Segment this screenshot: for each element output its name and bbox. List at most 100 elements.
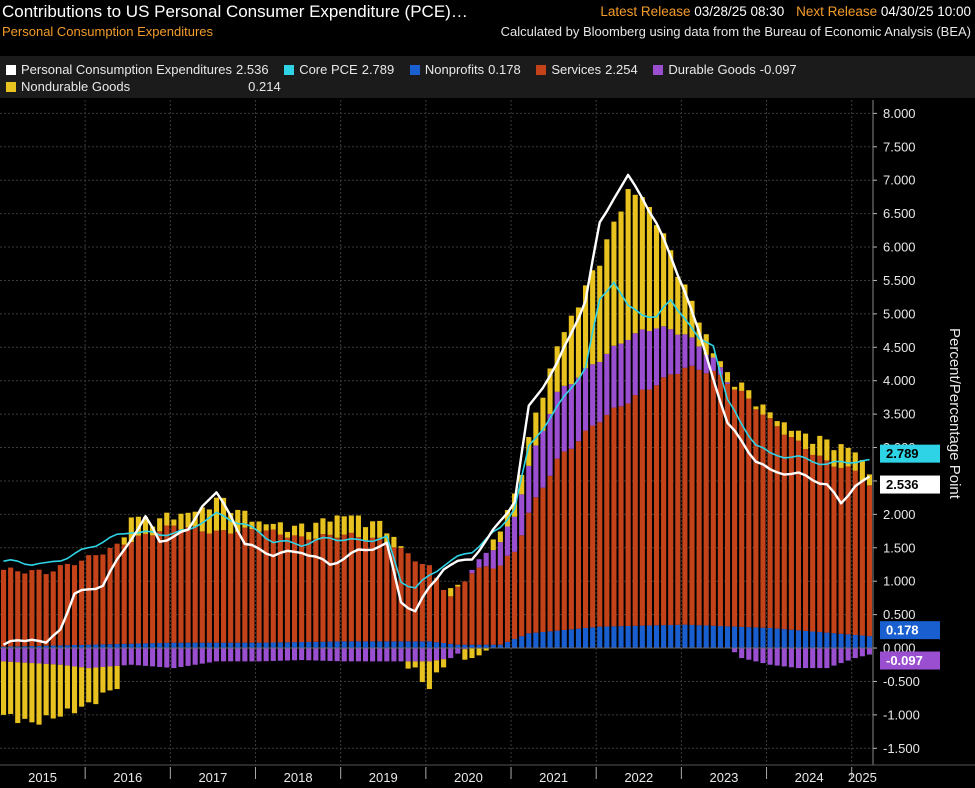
bar-nonprofits	[582, 627, 589, 649]
legend-item-pce[interactable]: Personal Consumption Expenditures 2.536	[6, 62, 269, 77]
bar-services	[100, 554, 106, 645]
bar-durable	[157, 648, 163, 667]
bar-nonprofits	[774, 628, 780, 649]
bar-services	[852, 470, 858, 635]
bar-durable	[128, 648, 134, 665]
bar-nonprofits	[497, 644, 503, 649]
bar-durable	[192, 648, 198, 665]
bar-nonprofits	[611, 626, 617, 649]
legend-label-durable-goods: Durable Goods	[668, 62, 756, 77]
bar-nondurable	[859, 459, 865, 482]
x-tick-label: 2020	[454, 770, 483, 785]
bar-nondurable	[469, 648, 475, 659]
bar-services	[377, 537, 383, 642]
bar-services	[22, 573, 28, 647]
bar-nondurable	[93, 667, 99, 705]
bar-services	[604, 414, 610, 627]
bar-durable	[114, 648, 120, 666]
bar-durable	[781, 648, 787, 667]
y-tick-label: 5.500	[883, 273, 916, 288]
legend-item-nonprofits[interactable]: Nonprofits 0.178	[409, 62, 521, 77]
bar-services	[284, 537, 291, 643]
bar-nonprofits	[306, 641, 312, 649]
pce-contribution-chart[interactable]: 8.000 7.500 7.000 6.500 6.000 5.500 5.000 4.500…	[0, 100, 975, 788]
bar-durable	[405, 648, 411, 662]
bar-durable	[810, 648, 816, 669]
bar-durable	[29, 648, 35, 664]
bar-services	[639, 389, 645, 626]
bar-nondurable	[426, 661, 432, 690]
bar-nondurable	[817, 435, 823, 456]
bar-services	[618, 406, 624, 627]
bar-nondurable	[760, 404, 766, 415]
bar-services	[86, 555, 92, 645]
bar-nonprofits	[469, 644, 475, 649]
bar-durable	[43, 648, 49, 664]
bar-services	[206, 533, 212, 643]
bar-durable	[497, 542, 503, 566]
bar-nondurable	[306, 532, 312, 540]
bar-nondurable	[419, 661, 425, 683]
legend-item-core-pce[interactable]: Core PCE 2.789	[284, 62, 394, 77]
bar-nonprofits	[348, 641, 354, 649]
bar-durable	[831, 648, 837, 666]
bar-services	[646, 389, 652, 626]
legend-item-services[interactable]: Services 2.254	[536, 62, 638, 77]
bar-services	[178, 529, 184, 643]
bar-nondurable	[341, 516, 347, 535]
bar-nonprofits	[15, 646, 21, 649]
legend-swatch-services	[536, 65, 547, 75]
bar-nonprofits	[291, 642, 298, 649]
bar-durable	[8, 648, 14, 662]
legend-item-durable-goods[interactable]: Durable Goods -0.097	[653, 62, 797, 77]
bar-services	[43, 574, 49, 646]
bar-nonprofits	[540, 632, 546, 649]
legend-swatch-nondurable-goods	[6, 82, 16, 92]
bar-nondurable	[668, 250, 674, 330]
bar-durable	[483, 552, 489, 567]
bar-nondurable	[625, 189, 631, 340]
bar-services	[710, 370, 716, 626]
bar-durable	[817, 648, 823, 669]
bar-durable	[178, 648, 184, 667]
y-tick-label: 1.500	[883, 540, 916, 555]
bar-nonprofits	[533, 632, 539, 649]
bar-services	[192, 526, 198, 643]
bar-nondurable	[377, 520, 383, 538]
bar-services	[739, 390, 745, 627]
bar-nondurable	[433, 660, 440, 673]
bar-nonprofits	[221, 642, 227, 649]
bar-durable	[788, 648, 794, 668]
bar-nonprofits	[732, 626, 738, 649]
bar-nonprofits	[192, 642, 198, 649]
bar-nonprofits	[661, 625, 667, 649]
bar-services	[150, 535, 156, 644]
bar-services	[774, 426, 780, 629]
bar-nonprofits	[405, 641, 411, 649]
chart-title[interactable]: Contributions to US Personal Consumer Ex…	[2, 2, 468, 21]
bar-services	[575, 441, 582, 629]
bar-nondurable	[604, 239, 610, 354]
bar-services	[810, 454, 816, 632]
bar-services	[348, 532, 354, 642]
bar-durable	[291, 648, 298, 661]
bar-durable	[164, 648, 170, 668]
bar-nondurable	[107, 666, 113, 691]
bar-durable	[93, 648, 99, 668]
bar-services	[50, 571, 56, 646]
bar-nonprofits	[135, 643, 141, 649]
bar-durable	[682, 334, 688, 368]
legend-item-nondurable-goods[interactable]: Nondurable Goods 0.214	[6, 79, 281, 94]
bar-durable	[703, 354, 709, 374]
bar-nondurable	[391, 536, 397, 548]
bar-services	[682, 367, 688, 625]
bar-durable	[554, 391, 560, 459]
bar-nondurable	[235, 509, 241, 532]
legend-label-nonprofits: Nonprofits	[424, 62, 485, 77]
bar-nonprofits	[575, 628, 582, 649]
bar-durable	[689, 337, 695, 366]
bar-nondurable	[646, 207, 652, 332]
bar-services	[483, 566, 489, 645]
release-info: Latest Release 03/28/25 08:30 Next Relea…	[600, 4, 971, 19]
bar-durable	[803, 648, 809, 669]
